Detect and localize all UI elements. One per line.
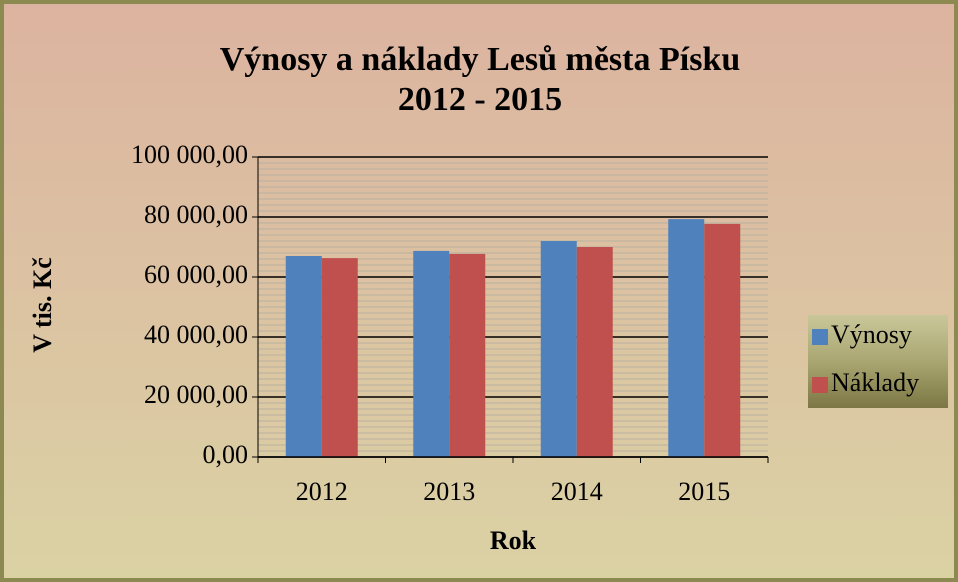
x-axis-label: Rok	[490, 526, 537, 555]
y-tick-label: 80 000,00	[144, 200, 248, 229]
bar	[449, 253, 486, 457]
legend-swatch	[812, 377, 828, 393]
bar	[704, 223, 741, 457]
x-tick-label: 2012	[296, 477, 348, 506]
y-tick-label: 100 000,00	[131, 140, 248, 169]
bar	[285, 256, 322, 457]
y-axis-label: V tis. Kč	[28, 257, 57, 353]
legend	[808, 315, 948, 408]
legend-label: Náklady	[831, 368, 919, 397]
y-tick-label: 40 000,00	[144, 320, 248, 349]
y-tick-label: 20 000,00	[144, 380, 248, 409]
bar	[576, 247, 613, 457]
bar	[668, 219, 705, 457]
y-tick-label: 0,00	[203, 440, 249, 469]
y-tick-label: 60 000,00	[144, 260, 248, 289]
legend-swatch	[812, 329, 828, 345]
bar	[413, 250, 450, 457]
chart-title: Výnosy a náklady Lesů města Písku	[220, 41, 741, 78]
x-tick-label: 2015	[678, 477, 730, 506]
x-tick-label: 2014	[551, 477, 603, 506]
bar	[540, 241, 577, 457]
x-tick-label: 2013	[423, 477, 475, 506]
chart-title: 2012 - 2015	[398, 81, 562, 118]
bar	[321, 258, 358, 457]
legend-label: Výnosy	[831, 320, 912, 349]
